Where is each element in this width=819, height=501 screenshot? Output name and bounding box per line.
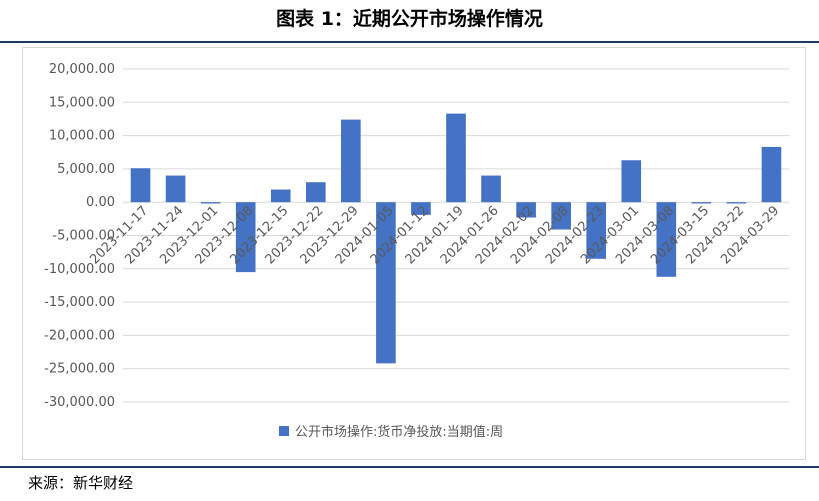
bar	[551, 202, 571, 230]
bar	[200, 202, 221, 204]
y-tick-label: -15,000.00	[44, 295, 115, 310]
title-rule	[0, 41, 819, 43]
bar	[691, 202, 712, 204]
y-tick-label: -10,000.00	[44, 262, 115, 277]
y-tick-label: -5,000.00	[52, 229, 115, 244]
y-tick-label: -20,000.00	[44, 328, 115, 343]
bar	[656, 202, 677, 277]
source-note: 来源：新华财经	[28, 474, 134, 492]
bar	[235, 202, 256, 273]
bar-chart: 20,000.00 15,000.00 10,000.00 5,000.00 0.00 -…	[44, 62, 789, 440]
legend-swatch	[279, 426, 289, 436]
chart-title: 图表 1：近期公开市场操作情况	[276, 8, 543, 30]
bar	[761, 146, 782, 203]
bar	[586, 202, 607, 259]
bar	[165, 175, 186, 203]
bar	[726, 202, 747, 204]
bar	[341, 119, 361, 203]
bar	[516, 202, 536, 218]
y-tick-label: 0.00	[86, 195, 115, 210]
y-tick-label: 10,000.00	[49, 129, 115, 144]
y-tick-label: -30,000.00	[44, 395, 115, 410]
bar	[481, 175, 501, 203]
footer-rule	[0, 466, 819, 468]
bar	[305, 182, 326, 203]
y-tick-label: 15,000.00	[49, 95, 115, 110]
y-tick-label: 5,000.00	[57, 162, 115, 177]
bar	[446, 113, 466, 203]
chart-area: 20,000.00 15,000.00 10,000.00 5,000.00 0.00 -…	[22, 47, 806, 460]
legend-label: 公开市场操作:货币净投放:当期值:周	[295, 424, 503, 440]
bar	[130, 168, 151, 203]
y-tick-label: -25,000.00	[44, 362, 115, 377]
y-tick-label: 20,000.00	[49, 62, 115, 77]
bar	[376, 202, 396, 364]
bar	[621, 160, 642, 203]
bar	[411, 202, 431, 215]
bar	[270, 189, 291, 203]
